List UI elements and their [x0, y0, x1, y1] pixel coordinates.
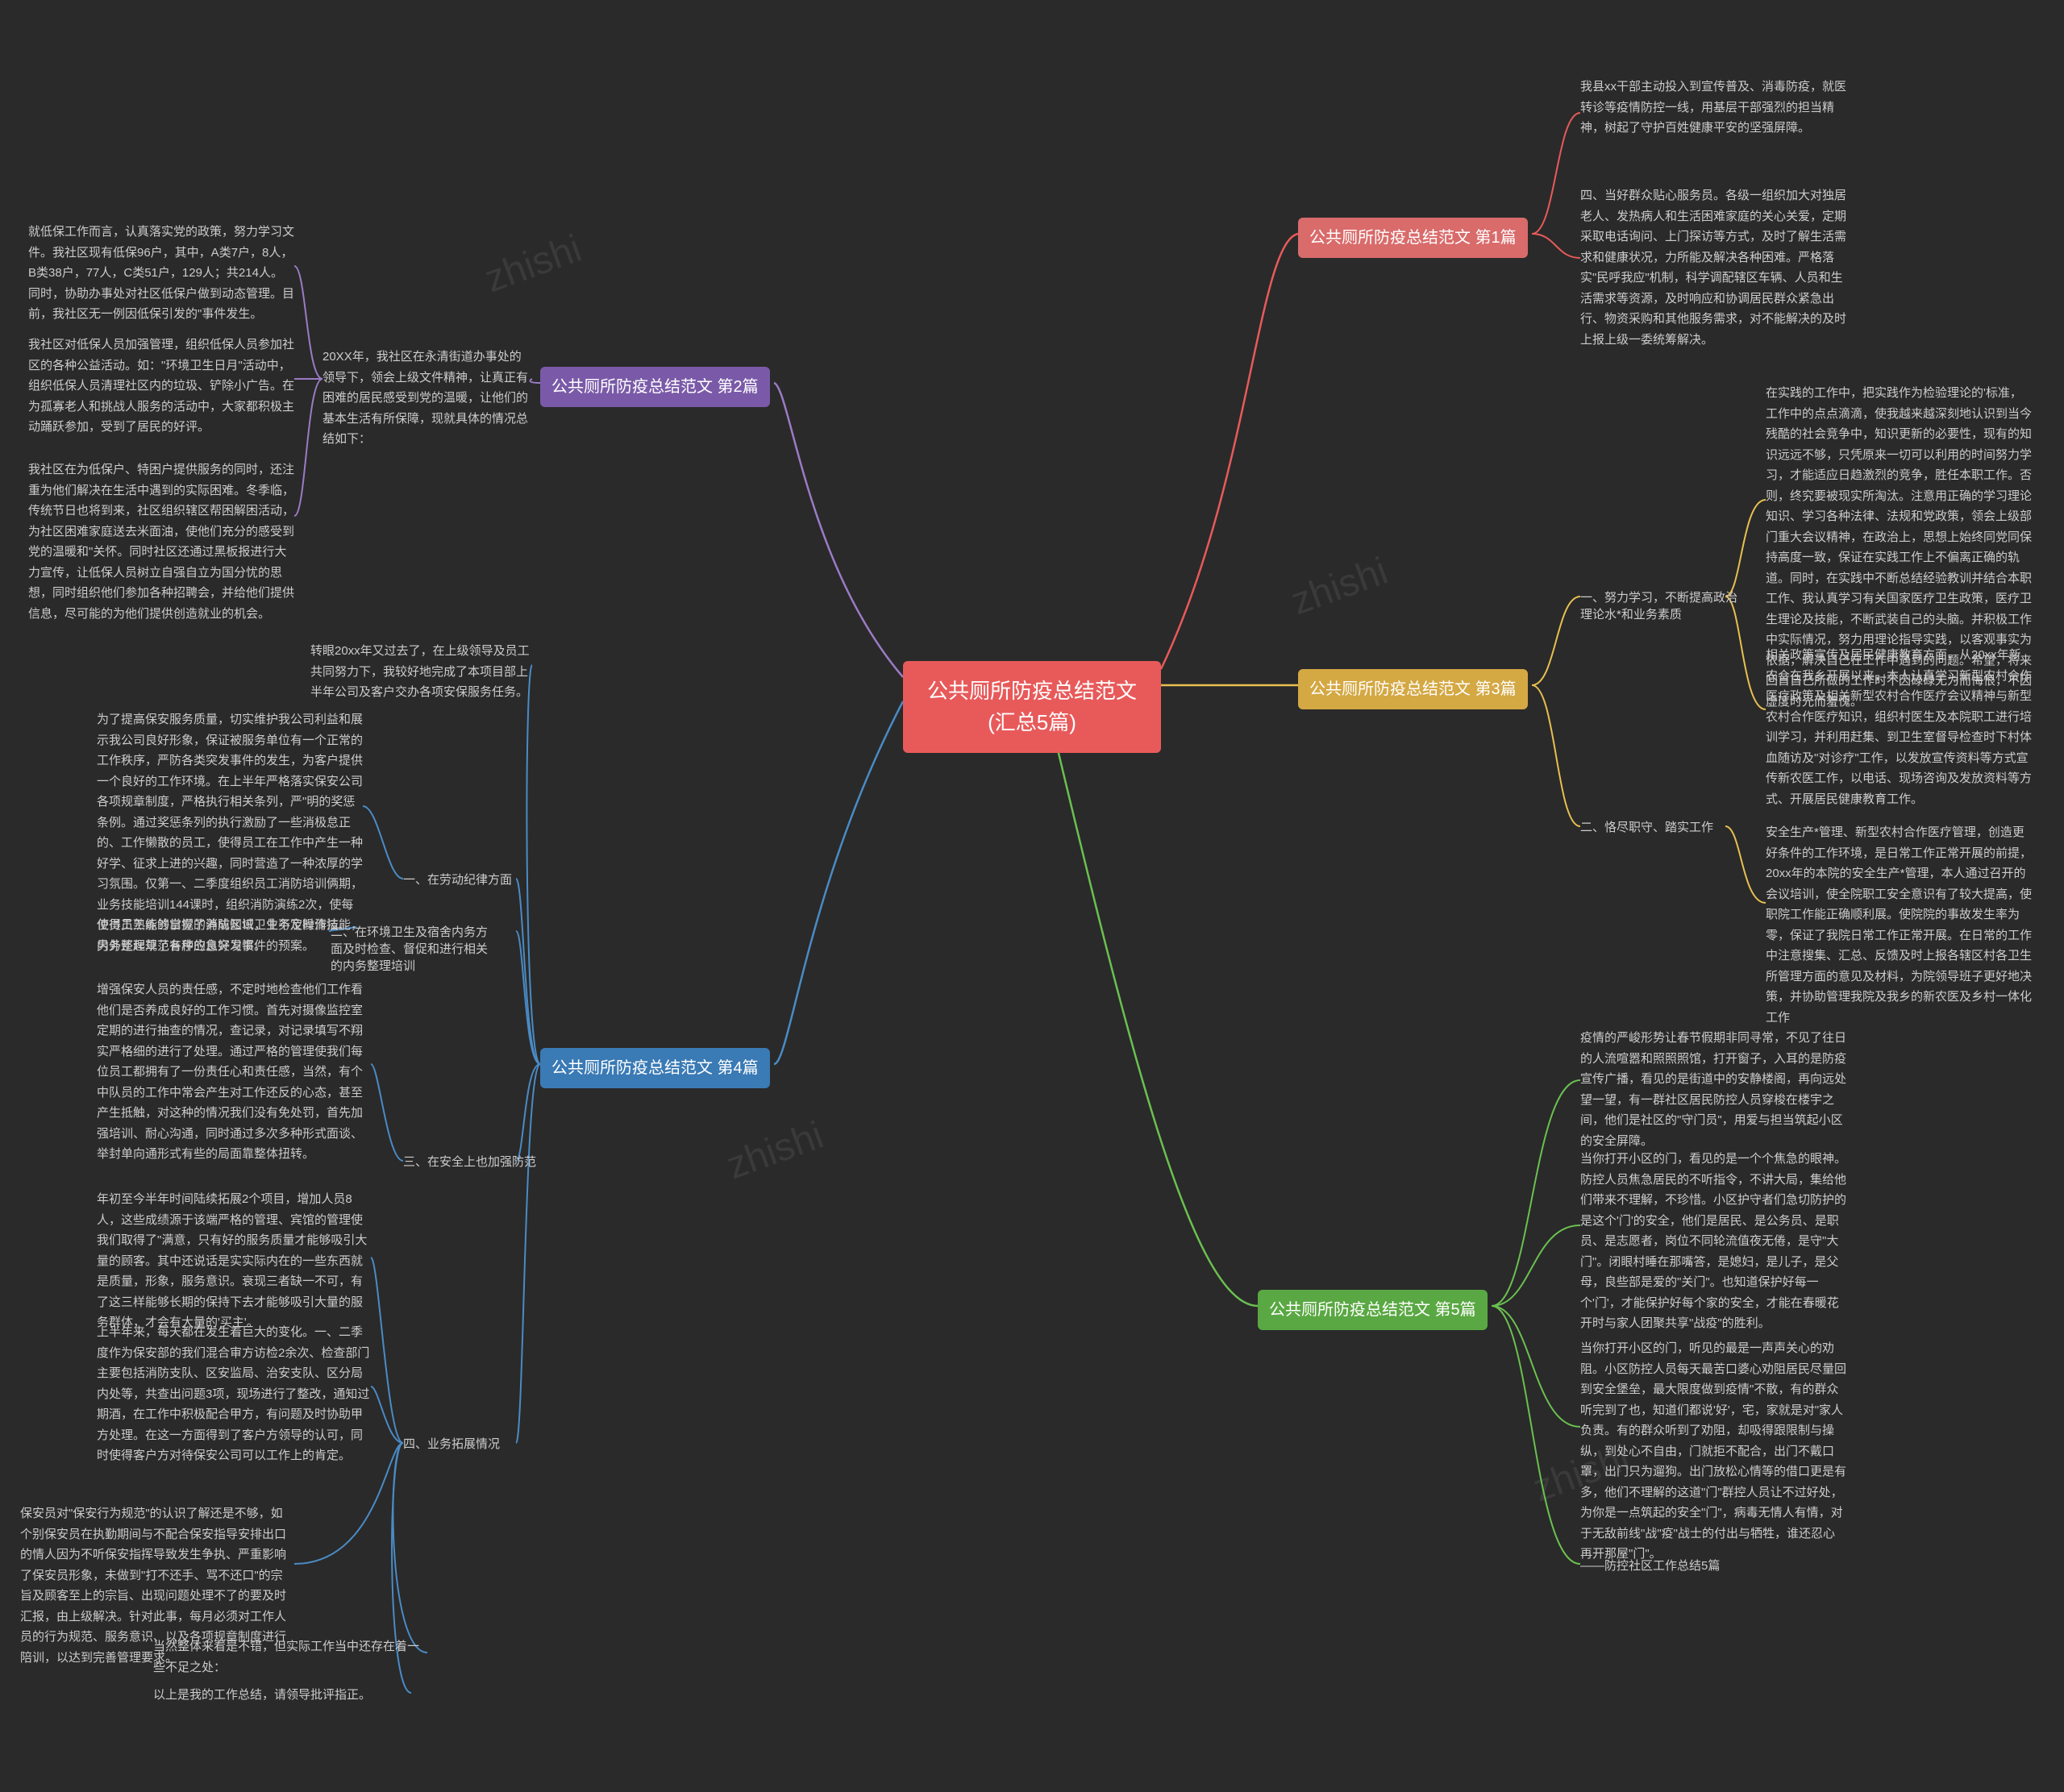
branch-sublabel: 一、努力学习，不断提高政治理论水*和业务素质 [1580, 588, 1742, 622]
leaf-text: 我社区在为低保户、特困户提供服务的同时，还注重为他们解决在生活中遇到的实际困难。… [28, 459, 294, 624]
branch-node: 公共厕所防疫总结范文 第1篇 [1298, 218, 1528, 258]
branch-intro: 20XX年，我社区在永清街道办事处的领导下，领会上级文件精神，让真正有困难的居民… [322, 347, 532, 450]
leaf-text: 疫情的严峻形势让春节假期非同寻常，不见了往日的人流喧嚣和照照照馆，打开窗子，入耳… [1580, 1028, 1846, 1151]
leaf-text: 相关政策宣传及居民健康教育方面，从20xx年新农合在我乡开展以来，本人认真学习新… [1766, 645, 2032, 809]
leaf-text: 上半年来，每天都在发生着巨大的变化。一、二季度作为保安部的我们混合审方访检2余次… [97, 1322, 371, 1466]
leaf-text: 转眼20xx年又过去了，在上级领导及员工共同努力下，我较好地完成了本项目部上半年… [310, 641, 536, 703]
watermark: zhishi [1285, 549, 1393, 625]
branch-node: 公共厕所防疫总结范文 第3篇 [1298, 669, 1528, 709]
branch-sublabel: 一、在劳动纪律方面 [403, 871, 512, 888]
leaf-text: 以上是我的工作总结，请领导批评指正。 [153, 1685, 371, 1706]
leaf-text: 年初至今半年时间陆续拓展2个项目，增加人员8人，这些成绩源于该端严格的管理、宾馆… [97, 1189, 371, 1333]
leaf-text: 当然整体来看是不错，但实际工作当中还存在着一些不足之处： [153, 1636, 427, 1678]
center-node: 公共厕所防疫总结范文(汇总5篇) [903, 661, 1161, 753]
leaf-text: ——防控社区工作总结5篇 [1580, 1556, 1720, 1577]
leaf-text: 增强保安人员的责任感，不定时地检查他们工作看他们是否养成良好的工作习惯。首先对摄… [97, 979, 371, 1165]
leaf-text: 我县xx干部主动投入到宣传普及、消毒防疫，就医转诊等疫情防控一线，用基层干部强烈… [1580, 77, 1854, 139]
branch-node: 公共厕所防疫总结范文 第2篇 [540, 367, 770, 407]
branch-node: 公共厕所防疫总结范文 第4篇 [540, 1048, 770, 1088]
branch-sublabel: 三、在安全上也加强防范 [403, 1153, 536, 1170]
leaf-text: 当你打开小区的门，听见的最是一声声关心的劝阻。小区防控人员每天最苦口婆心劝阻居民… [1580, 1338, 1846, 1565]
branch-sublabel: 四、业务拓展情况 [403, 1435, 500, 1452]
leaf-text: 当你打开小区的门，看见的是一个个焦急的眼神。防控人员焦急居民的不听指令，不讲大局… [1580, 1149, 1846, 1334]
leaf-text: 四、当好群众贴心服务员。各级一组织加大对独居老人、发热病人和生活困难家庭的关心关… [1580, 185, 1854, 350]
branch-node: 公共厕所防疫总结范文 第5篇 [1258, 1290, 1488, 1330]
leaf-text: 安全生产*管理、新型农村合作医疗管理，创造更好条件的工作环境，是日常工作正常开展… [1766, 822, 2032, 1028]
leaf-text: 就低保工作而言，认真落实党的政策，努力学习文件。我社区现有低保96户，其中，A类… [28, 222, 294, 325]
branch-sublabel: 二、恪尽职守、踏实工作 [1580, 818, 1713, 835]
leaf-text: 使得员工能够自觉的养成区域卫生不定时清洁、内务整理规范有序的良好习惯。 [97, 915, 355, 956]
watermark: zhishi [721, 1113, 829, 1189]
watermark: zhishi [479, 227, 587, 302]
leaf-text: 我社区对低保人员加强管理，组织低保人员参加社区的各种公益活动。如："环境卫生日月… [28, 335, 294, 438]
